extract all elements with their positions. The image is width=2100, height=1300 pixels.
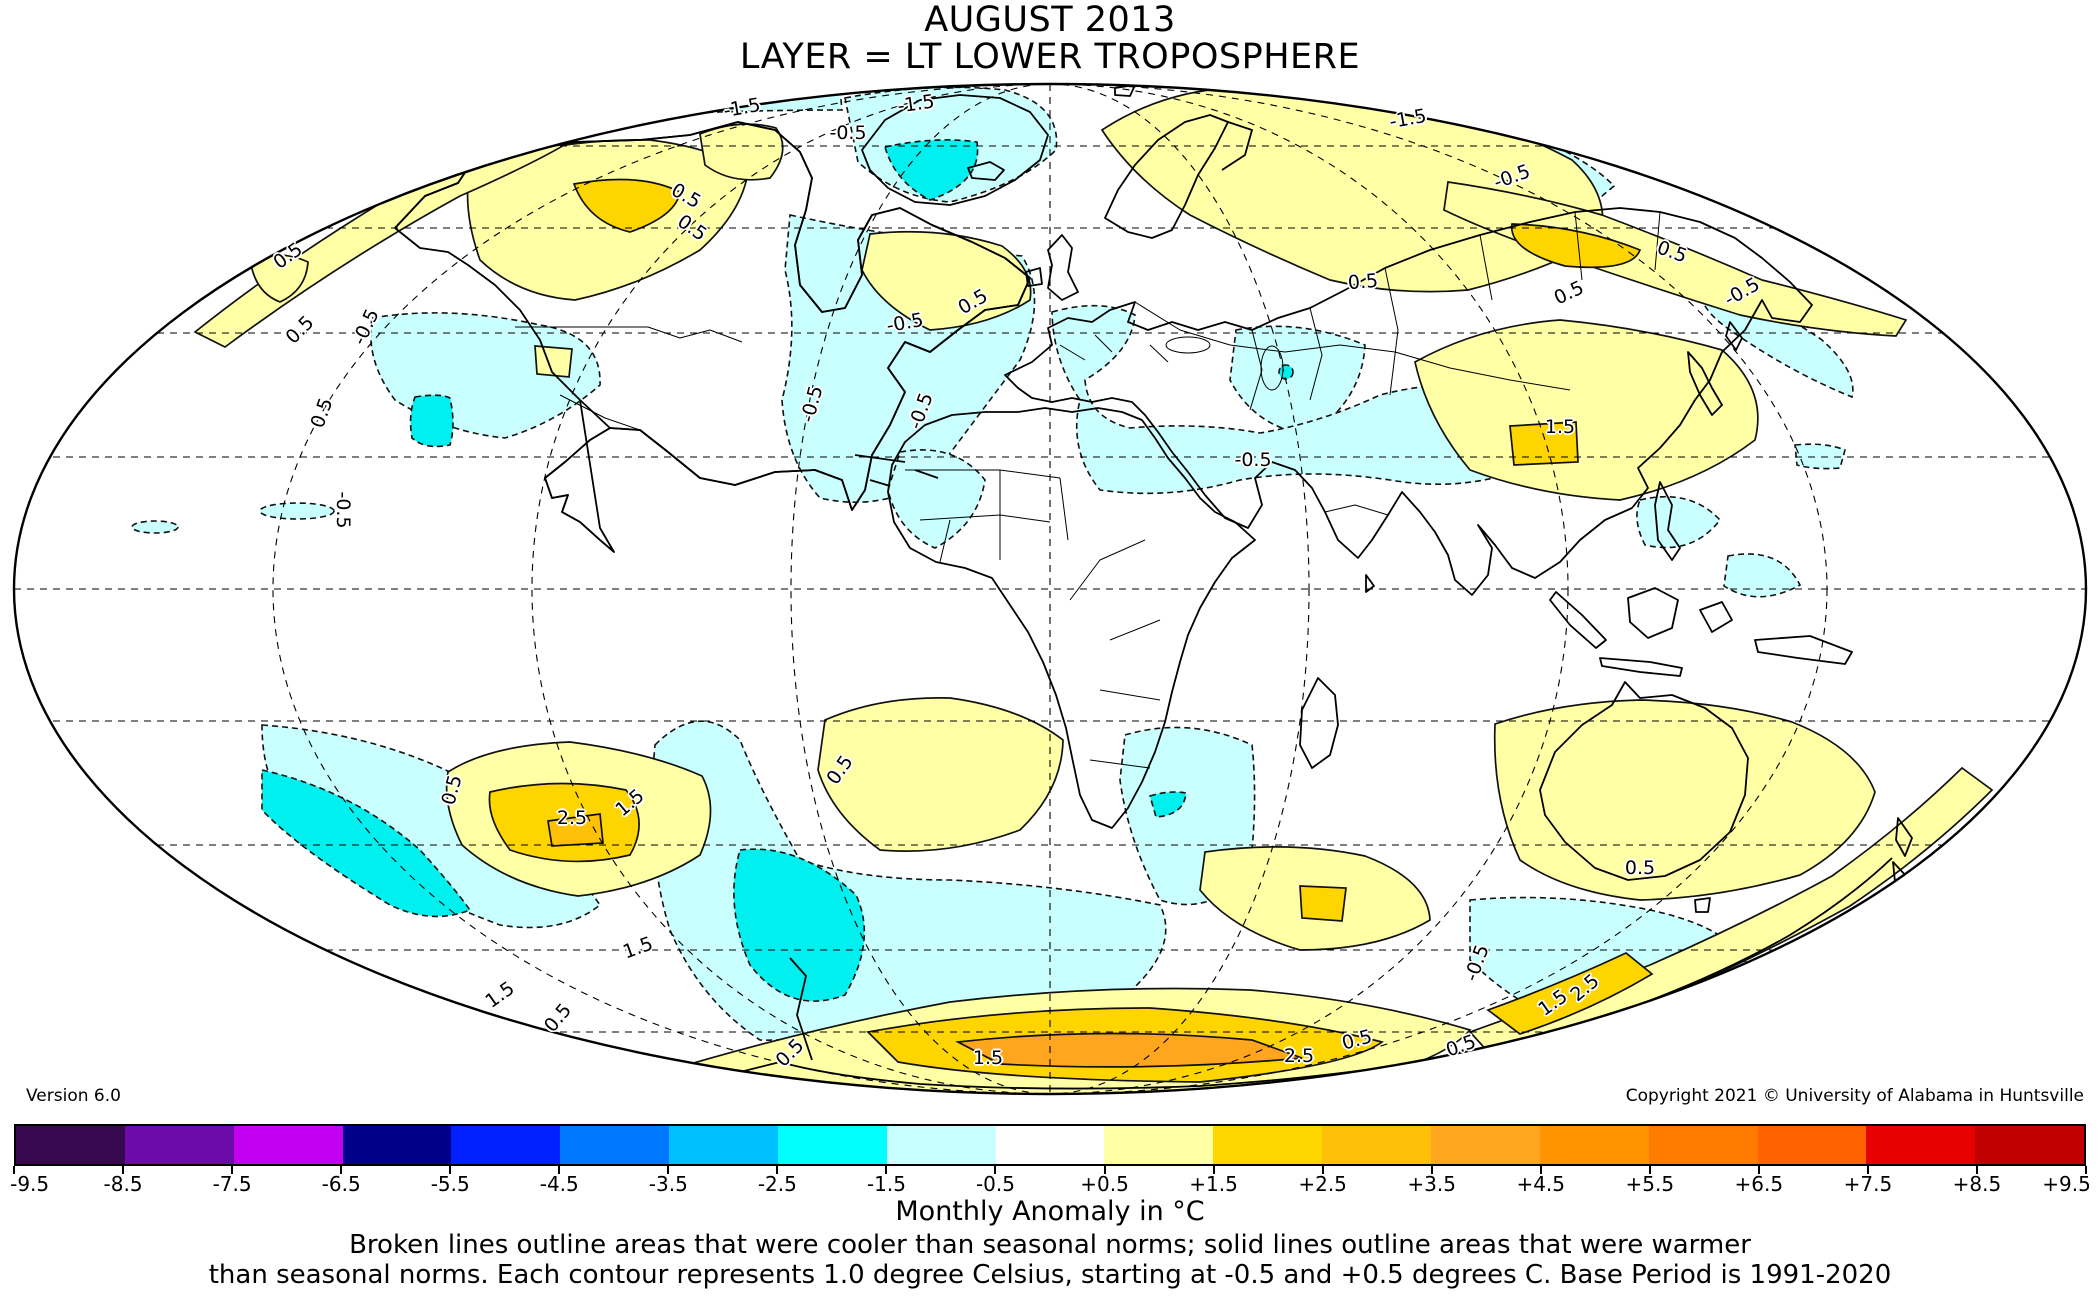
title-block: AUGUST 2013 LAYER = LT LOWER TROPOSPHERE	[0, 2, 2100, 76]
colorbar-title: Monthly Anomaly in °C	[895, 1196, 1205, 1227]
colorbar-tick-label: -0.5	[975, 1172, 1015, 1196]
anomaly-regions	[131, 86, 1994, 1094]
colorbar-cell	[1539, 1126, 1649, 1164]
colorbar-cell	[1322, 1126, 1431, 1164]
contour-label: -0.5	[332, 491, 354, 529]
colorbar-tick	[1975, 1166, 1978, 1174]
cool-anomaly-regions	[131, 86, 1854, 1041]
colorbar-tick-label: +5.5	[1625, 1172, 1675, 1196]
colorbar-tick	[776, 1166, 779, 1174]
colorbar-tick-label: -3.5	[648, 1172, 688, 1196]
colorbar-tick-label: +3.5	[1407, 1172, 1456, 1196]
colorbar-tick-label: -7.5	[212, 1172, 252, 1196]
colorbar-cell	[1104, 1126, 1214, 1164]
colorbar-tick	[13, 1166, 15, 1174]
colorbar-cell	[1648, 1126, 1758, 1164]
colorbar-tick	[1539, 1166, 1542, 1174]
colorbar-cell	[995, 1126, 1105, 1164]
colorbar-tick	[1212, 1166, 1215, 1174]
globe-outline	[12, 82, 2088, 1096]
colorbar-tick	[1430, 1166, 1433, 1174]
colorbar-tick	[231, 1166, 234, 1174]
colorbar-tick-label: -4.5	[539, 1172, 579, 1196]
colorbar-tick	[2085, 1166, 2087, 1174]
colorbar-tick-label: +7.5	[1843, 1172, 1893, 1196]
colorbar-ticks	[13, 1166, 2087, 1174]
copyright-label: Copyright 2021 © University of Alabama i…	[1625, 1086, 2084, 1106]
colorbar-tick	[122, 1166, 125, 1174]
graticule	[14, 84, 2086, 1094]
colorbar-tick	[558, 1166, 561, 1174]
contour-label: 0.5	[1346, 269, 1380, 295]
contour-label: 1.5	[972, 1047, 1004, 1069]
colorbar-cell	[1213, 1126, 1323, 1164]
contour-label: -0.5	[1234, 449, 1272, 471]
caption-line-2: than seasonal norms. Each contour repres…	[208, 1260, 1892, 1290]
colorbar-tick-label: +6.5	[1734, 1172, 1784, 1196]
colorbar-cell	[1757, 1126, 1867, 1164]
contour-label: 0.5	[1624, 857, 1656, 879]
colorbar-tick-label: -1.5	[866, 1172, 906, 1196]
colorbar-tick-label: +1.5	[1189, 1172, 1238, 1196]
contour-label: 1.5	[1544, 416, 1576, 438]
colorbar-tick	[1648, 1166, 1651, 1174]
colorbar-cell	[886, 1126, 996, 1164]
title-layer: LAYER = LT LOWER TROPOSPHERE	[739, 36, 1361, 77]
colorbar-tick	[449, 1166, 452, 1174]
anomaly-colorbar	[14, 1124, 2086, 1166]
colorbar-tick-label: +4.5	[1516, 1172, 1566, 1196]
caption-line-1: Broken lines outline areas that were coo…	[349, 1230, 1751, 1260]
colorbar-tick-label: -9.5	[10, 1172, 50, 1196]
contour-label: 2.5	[556, 807, 588, 829]
colorbar-cell	[342, 1126, 452, 1164]
colorbar-cell	[1430, 1126, 1540, 1164]
colorbar-tick	[885, 1166, 888, 1174]
colorbar-cell	[124, 1126, 234, 1164]
contour-label: 2.5	[1283, 1045, 1315, 1067]
colorbar-cell	[1975, 1126, 2085, 1164]
colorbar-cell	[560, 1126, 670, 1164]
colorbar-tick-label: -5.5	[430, 1172, 470, 1196]
colorbar-tick	[1757, 1166, 1760, 1174]
colorbar-cell	[451, 1126, 561, 1164]
colorbar-tick	[1866, 1166, 1869, 1174]
colorbar-tick-label: +0.5	[1080, 1172, 1129, 1196]
version-label: Version 6.0	[26, 1086, 121, 1106]
colorbar-cell	[669, 1126, 778, 1164]
colorbar-tick	[1103, 1166, 1106, 1174]
colorbar-tick-labels: -9.5 -8.5 -7.5 -6.5 -5.5 -4.5 -3.5 -2.5 -1.5 -0.5…	[10, 1172, 2091, 1196]
colorbar-cell	[777, 1126, 887, 1164]
title-month: AUGUST 2013	[924, 0, 1176, 40]
colorbar-tick	[667, 1166, 670, 1174]
colorbar-tick-label: -6.5	[321, 1172, 361, 1196]
colorbar-tick-label: -2.5	[757, 1172, 797, 1196]
colorbar-tick	[994, 1166, 997, 1174]
colorbar-tick-label: -8.5	[103, 1172, 143, 1196]
colorbar-tick-label: +9.5	[2042, 1172, 2091, 1196]
contour-label: -0.5	[829, 122, 867, 144]
colorbar-cell	[1866, 1126, 1976, 1164]
colorbar-cell	[233, 1126, 343, 1164]
colorbar-tick	[340, 1166, 343, 1174]
colorbar-tick-label: +8.5	[1952, 1172, 2002, 1196]
colorbar-tick	[1321, 1166, 1324, 1174]
colorbar-cell	[16, 1126, 125, 1164]
colorbar-tick-label: +2.5	[1298, 1172, 1347, 1196]
